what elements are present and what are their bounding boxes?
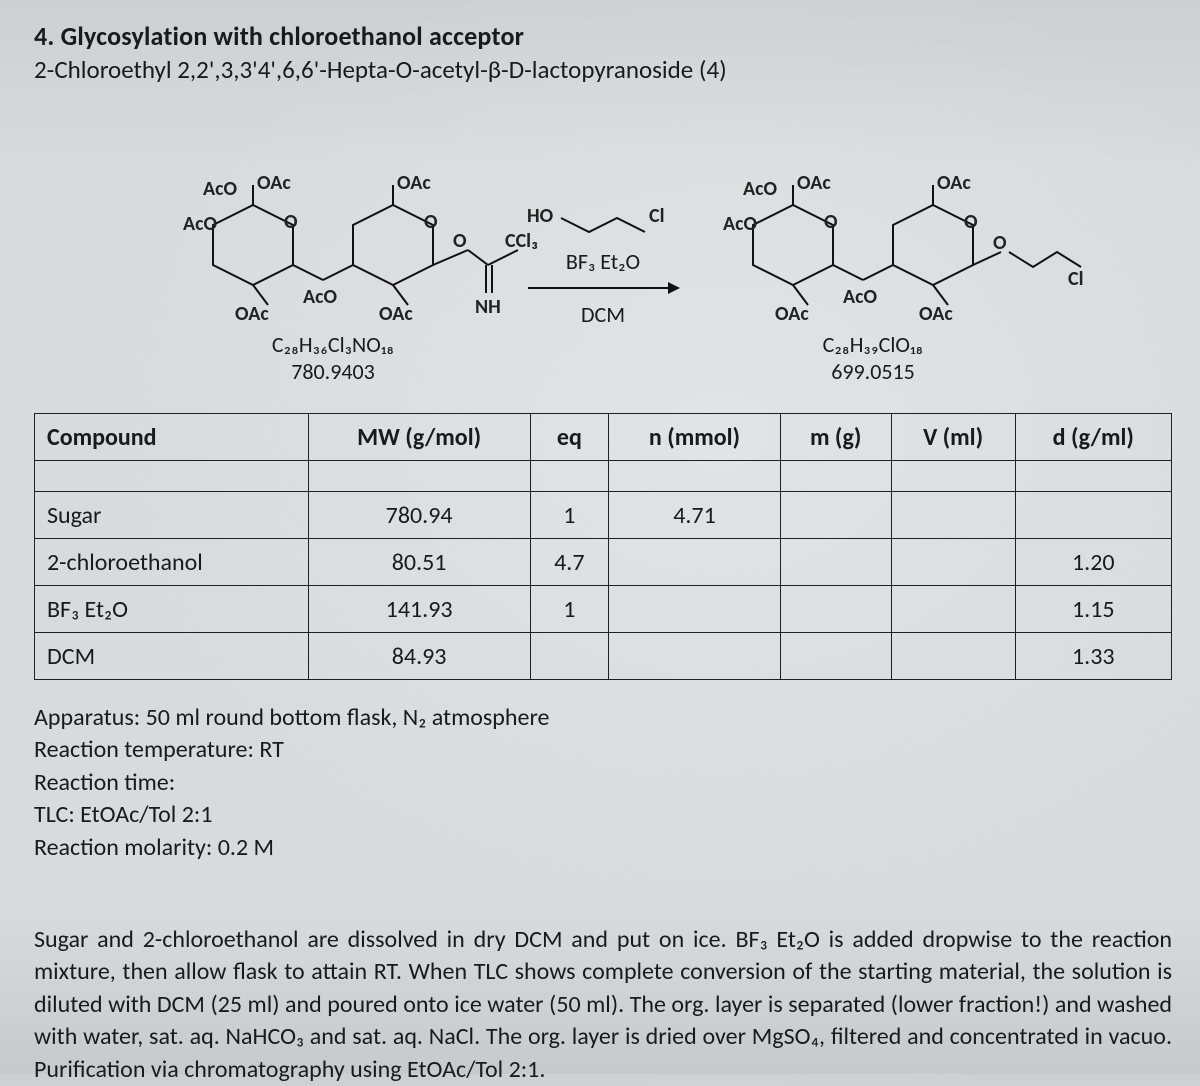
product: AcO AcO OAc O OAc AcO O OAc OAc O Cl [723,155,1023,385]
reagent-table: Compound MW (g/mol) eq n (mmol) m (g) V … [34,413,1172,680]
table-row: Sugar 780.94 1 4.71 [35,492,1172,539]
cell [780,539,891,586]
cond-bf3: BF₃ Et₂O [566,248,640,275]
cell: 2-chloroethanol [35,539,309,586]
cell: 84.93 [308,633,530,680]
cell: 1 [530,492,609,539]
col-n: n (mmol) [609,414,781,461]
table-spacer-row [35,461,1172,492]
chloroethanol-icon: HO Cl [523,206,683,240]
svg-text:O: O [424,210,438,234]
procedure-text: Sugar and 2-chloroethanol are dissolved … [34,924,1172,1086]
col-mw: MW (g/mol) [308,414,530,461]
svg-text:AcO: AcO [743,177,777,201]
cell [780,492,891,539]
subtitle-part-c: -lactopyranoside (4) [524,54,727,85]
cell [891,633,1015,680]
svg-text:AcO: AcO [303,285,337,309]
col-eq: eq [530,414,609,461]
sm-formula: C₂₈H₃₆Cl₃NO₁₈ [272,331,394,358]
svg-text:OAc: OAc [775,302,809,325]
col-m: m (g) [780,414,891,461]
svg-text:O: O [824,210,838,234]
table-row: 2-chloroethanol 80.51 4.7 1.20 [35,539,1172,586]
cell: 4.7 [530,539,609,586]
cond-molarity: Reaction molarity: 0.2 M [34,832,1172,864]
svg-text:O: O [964,210,978,234]
svg-text:OAc: OAc [379,302,413,325]
cell [609,586,781,633]
starting-material: AcO AcO OAc O OAc AcO O OAc OAc [183,155,483,385]
subtitle-part-b: D [509,54,524,85]
compound-name: 2-Chloroethyl 2,2',3,3'4',6,6'-Hepta-O-a… [34,54,1172,85]
sm-structure-svg: AcO AcO OAc O OAc AcO O OAc OAc [183,155,543,325]
cell: DCM [35,633,309,680]
prod-formula: C₂₈H₃₉ClO₁₈ [823,331,924,358]
section-title: 4. Glycosylation with chloroethanol acce… [34,20,1172,52]
cell [780,633,891,680]
svg-text:OAc: OAc [919,302,953,325]
cell: 1 [530,586,609,633]
table-row: DCM 84.93 1.33 [35,633,1172,680]
svg-text:HO: HO [527,206,554,228]
cell: 1.20 [1015,539,1171,586]
table-row: BF₃ Et₂O 141.93 1 1.15 [35,586,1172,633]
cond-dcm: DCM [581,301,625,328]
reaction-scheme: AcO AcO OAc O OAc AcO O OAc OAc [34,155,1172,385]
cell: 1.15 [1015,586,1171,633]
col-d: d (g/ml) [1015,414,1171,461]
cell: 4.71 [609,492,781,539]
svg-text:OAc: OAc [257,171,291,195]
svg-text:OAc: OAc [937,171,971,195]
cell [780,586,891,633]
svg-text:OAc: OAc [397,171,431,195]
cell: 780.94 [308,492,530,539]
cell: Sugar [35,492,309,539]
cond-temp: Reaction temperature: RT [34,734,1172,766]
svg-text:NH: NH [475,295,501,319]
svg-text:AcO: AcO [203,177,237,201]
cell [530,633,609,680]
cell [891,586,1015,633]
cell: BF₃ Et₂O [35,586,309,633]
svg-text:Cl: Cl [649,206,665,228]
svg-text:O: O [453,229,467,253]
prod-mw: 699.0515 [831,358,915,385]
cell [609,539,781,586]
cell [1015,492,1171,539]
cell [891,492,1015,539]
col-v: V (ml) [891,414,1015,461]
sm-mw: 780.9403 [291,358,375,385]
svg-text:AcO: AcO [843,285,877,309]
table-header-row: Compound MW (g/mol) eq n (mmol) m (g) V … [35,414,1172,461]
cond-tlc: TLC: EtOAc/Tol 2:1 [34,799,1172,831]
svg-text:O: O [284,210,298,234]
col-compound: Compound [35,414,309,461]
cond-apparatus: Apparatus: 50 ml round bottom flask, N₂ … [34,702,1172,734]
subtitle-part-a: 2-Chloroethyl 2,2',3,3'4',6,6'-Hepta-O-a… [34,54,509,85]
cond-time: Reaction time: [34,767,1172,799]
svg-text:Cl: Cl [1068,267,1083,291]
svg-text:O: O [993,231,1007,255]
cell: 141.93 [308,586,530,633]
cell [609,633,781,680]
cell [891,539,1015,586]
prod-structure-svg: AcO AcO OAc O OAc AcO O OAc OAc O Cl [723,155,1083,325]
reaction-arrow-icon [528,287,678,289]
cell: 80.51 [308,539,530,586]
conditions-block: Apparatus: 50 ml round bottom flask, N₂ … [34,702,1172,864]
cell: 1.33 [1015,633,1171,680]
svg-text:OAc: OAc [797,171,831,195]
svg-text:AcO: AcO [723,212,757,236]
svg-text:AcO: AcO [183,212,217,236]
svg-text:OAc: OAc [235,302,269,325]
